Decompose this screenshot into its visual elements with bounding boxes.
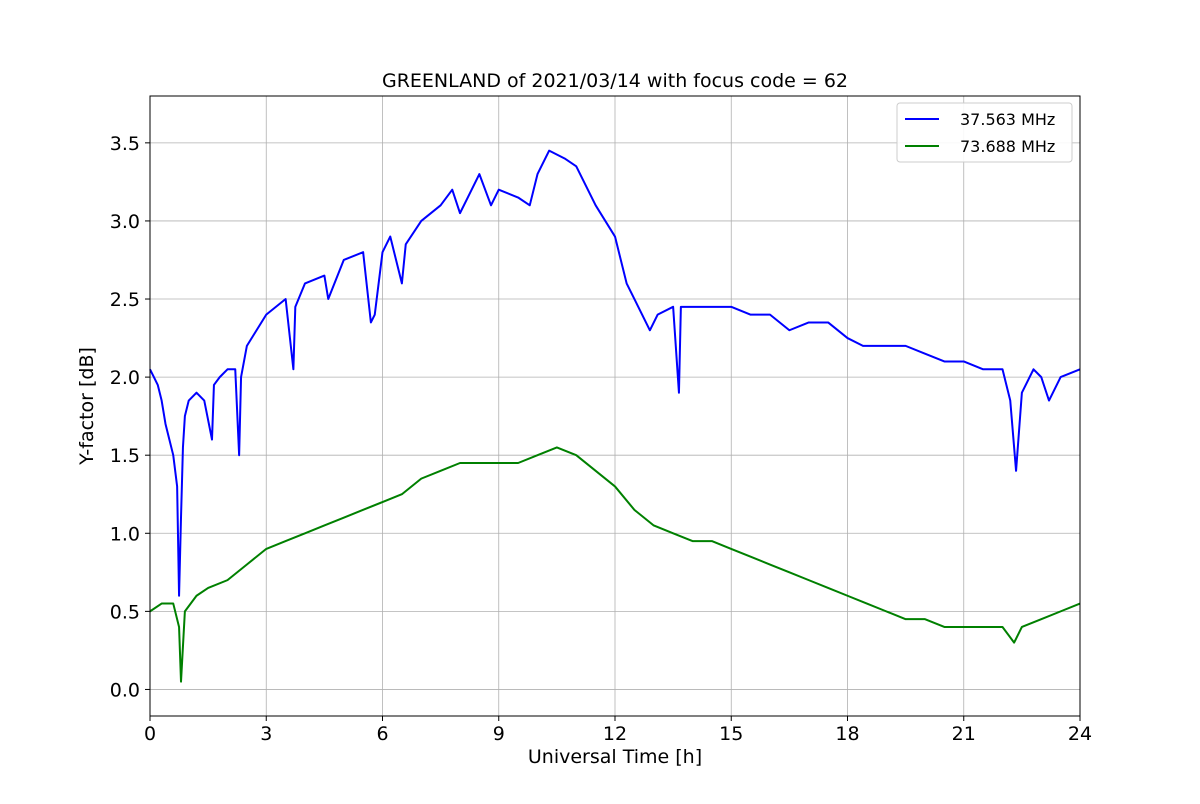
x-tick-label: 9: [493, 723, 505, 745]
legend: 37.563 MHz 73.688 MHz: [896, 102, 1073, 163]
x-axis-label: Universal Time [h]: [528, 746, 702, 768]
y-axis-label: Y-factor [dB]: [76, 347, 98, 466]
y-tick-label: 3.0: [110, 211, 140, 233]
x-tick-label: 24: [1068, 723, 1092, 745]
y-tick-label: 2.5: [110, 289, 140, 311]
y-tick-label: 2.0: [110, 367, 140, 389]
x-tick-label: 3: [260, 723, 272, 745]
x-tick-label: 6: [376, 723, 388, 745]
x-tick-label: 18: [835, 723, 859, 745]
y-tick-label: 1.0: [110, 523, 140, 545]
y-tick-label: 0.5: [110, 601, 140, 623]
y-tick-label: 3.5: [110, 133, 140, 155]
legend-box: [896, 102, 1073, 163]
y-tick-label: 0.0: [110, 679, 140, 701]
legend-label-73mhz: 73.688 MHz: [960, 137, 1055, 156]
x-tick-label: 12: [603, 723, 627, 745]
x-axis-ticks: 0 3 6 9 12 15 18 21 24: [144, 716, 1092, 745]
series-line-1: [149, 446, 1081, 683]
series-line-0: [149, 149, 1081, 597]
y-tick-label: 1.5: [110, 445, 140, 467]
chart-title: GREENLAND of 2021/03/14 with focus code …: [382, 70, 848, 92]
x-tick-label: 0: [144, 723, 156, 745]
y-axis-ticks: 0.0 0.5 1.0 1.5 2.0 2.5 3.0 3.5: [110, 133, 150, 701]
x-tick-label: 21: [952, 723, 976, 745]
x-tick-label: 15: [719, 723, 743, 745]
legend-label-37mhz: 37.563 MHz: [960, 110, 1055, 129]
series-layer: [149, 149, 1081, 683]
